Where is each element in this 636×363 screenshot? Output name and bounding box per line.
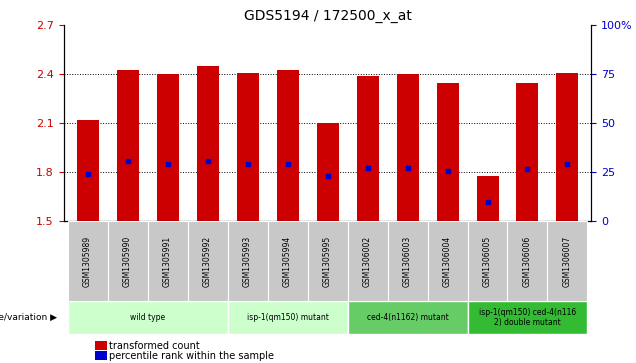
Bar [508,221,548,301]
Bar [148,221,188,301]
Text: GSM1305990: GSM1305990 [123,236,132,287]
Bar [277,70,298,221]
Text: transformed count: transformed count [109,341,200,351]
Text: GSM1306003: GSM1306003 [403,236,412,287]
Text: genotype/variation ▶: genotype/variation ▶ [0,313,57,322]
Bar [237,73,259,221]
Bar [67,221,107,301]
Bar [228,301,347,334]
Text: GSM1305992: GSM1305992 [203,236,212,287]
Bar [107,221,148,301]
Text: GSM1305994: GSM1305994 [283,236,292,287]
Text: GSM1306004: GSM1306004 [443,236,452,287]
Bar [67,301,228,334]
Bar [396,74,418,221]
Bar [436,82,459,221]
Bar [556,73,579,221]
Bar [387,221,427,301]
Bar [548,221,588,301]
Bar [228,221,268,301]
Text: GSM1305991: GSM1305991 [163,236,172,287]
Bar [76,120,99,221]
Bar [467,221,508,301]
Bar [516,82,539,221]
Text: GSM1306005: GSM1306005 [483,236,492,287]
Bar [476,176,499,221]
Text: isp-1(qm150) mutant: isp-1(qm150) mutant [247,313,328,322]
Bar [308,221,347,301]
Text: GSM1306006: GSM1306006 [523,236,532,287]
Bar [467,301,588,334]
Bar [317,123,338,221]
Bar [116,70,139,221]
Bar [357,76,378,221]
Title: GDS5194 / 172500_x_at: GDS5194 / 172500_x_at [244,9,411,23]
Text: percentile rank within the sample: percentile rank within the sample [109,351,274,361]
Text: GSM1305995: GSM1305995 [323,236,332,287]
Text: GSM1305993: GSM1305993 [243,236,252,287]
Text: ced-4(n1162) mutant: ced-4(n1162) mutant [366,313,448,322]
Bar [156,74,179,221]
Bar [188,221,228,301]
Bar [347,221,387,301]
Bar [268,221,308,301]
Bar [347,301,467,334]
Text: isp-1(qm150) ced-4(n116
2) double mutant: isp-1(qm150) ced-4(n116 2) double mutant [479,308,576,327]
Text: GSM1306002: GSM1306002 [363,236,372,287]
Text: GSM1305989: GSM1305989 [83,236,92,287]
Text: GSM1306007: GSM1306007 [563,236,572,287]
Bar [197,66,219,221]
Bar [427,221,467,301]
Text: wild type: wild type [130,313,165,322]
